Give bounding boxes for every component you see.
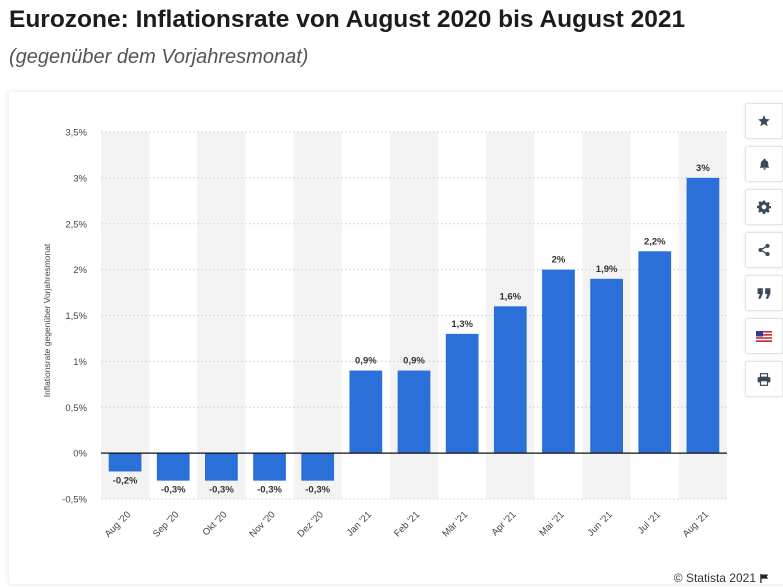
- statista-credit[interactable]: © Statista 2021: [674, 571, 769, 585]
- data-label: 2%: [552, 255, 566, 266]
- x-tick-label: Aug '21: [681, 509, 711, 539]
- x-tick-label: Okt '20: [201, 509, 230, 538]
- y-tick-label: 0,5%: [65, 403, 87, 414]
- x-tick-label: Jan '21: [345, 509, 374, 538]
- gear-icon: [757, 200, 771, 214]
- y-tick-label: 1%: [73, 357, 87, 368]
- bar: [493, 306, 527, 454]
- data-label: 1,6%: [499, 291, 521, 302]
- bar: [349, 370, 383, 454]
- data-label: 3%: [696, 163, 710, 174]
- quote-icon: [757, 287, 771, 299]
- data-label: -0,3%: [161, 485, 186, 496]
- data-label: -0,2%: [113, 475, 138, 486]
- bar: [638, 251, 672, 454]
- favorite-button[interactable]: [745, 103, 783, 139]
- chart-card: -0,5% 0% 0,5% 1% 1,5% 2% 2,5% 3% 3,5% Inflationsr…: [9, 92, 783, 584]
- bar: [156, 453, 190, 481]
- x-tick-label: Apr '21: [490, 509, 519, 538]
- settings-button[interactable]: [745, 189, 783, 225]
- bar: [205, 453, 238, 481]
- bar: [253, 453, 286, 481]
- language-button[interactable]: [745, 318, 783, 354]
- bar: [301, 453, 335, 481]
- credit-text: © Statista 2021: [673, 571, 756, 585]
- data-label: 0,9%: [403, 356, 425, 367]
- bar: [445, 333, 479, 454]
- flag-icon: [756, 330, 772, 342]
- data-label: -0,3%: [257, 485, 282, 496]
- share-button[interactable]: [745, 232, 783, 268]
- bar: [590, 278, 623, 454]
- y-tick-label: 3,5%: [65, 128, 87, 139]
- x-tick-label: Mär '21: [440, 509, 470, 539]
- bar-chart: -0,5% 0% 0,5% 1% 1,5% 2% 2,5% 3% 3,5% Inflationsr…: [42, 128, 727, 540]
- data-label: 0,9%: [355, 356, 377, 367]
- x-tick-label: Jun '21: [586, 509, 615, 538]
- x-tick-label: Feb '21: [392, 509, 422, 539]
- x-tick-label: Jul '21: [636, 509, 663, 536]
- flag-icon: [760, 573, 769, 583]
- x-tick-label: Nov '20: [247, 509, 277, 539]
- bar: [108, 453, 142, 472]
- y-tick-label: 1,5%: [65, 311, 87, 322]
- x-tick-label: Mai '21: [537, 509, 566, 538]
- data-label: 1,9%: [596, 264, 618, 275]
- page-subtitle: (gegenüber dem Vorjahresmonat): [9, 46, 309, 68]
- y-axis-title: Inflationsrate gegenüber Vorjahresmonat: [42, 243, 52, 397]
- y-tick-label: 2%: [73, 265, 87, 276]
- data-label: -0,3%: [209, 485, 234, 496]
- share-icon: [758, 243, 770, 257]
- notification-button[interactable]: [745, 146, 783, 182]
- data-label: 2,2%: [644, 236, 666, 247]
- x-tick-label: Aug '20: [103, 509, 133, 539]
- x-tick-label: Sep '20: [151, 509, 181, 539]
- page-title: Eurozone: Inflationsrate von August 2020…: [9, 6, 686, 33]
- data-label: 1,3%: [451, 319, 473, 330]
- cite-button[interactable]: [745, 275, 783, 311]
- y-tick-label: 3%: [73, 173, 87, 184]
- data-label: -0,3%: [305, 485, 330, 496]
- bar: [542, 269, 575, 454]
- print-icon: [757, 372, 771, 386]
- print-button[interactable]: [745, 361, 783, 397]
- y-tick-label: 2,5%: [65, 219, 87, 230]
- bar: [397, 370, 431, 454]
- y-tick-label: -0,5%: [62, 495, 87, 506]
- star-icon: [758, 115, 770, 127]
- x-tick-label: Dez '20: [295, 509, 325, 539]
- bar: [686, 177, 720, 454]
- y-tick-label: 0%: [73, 449, 87, 460]
- bell-icon: [759, 158, 769, 170]
